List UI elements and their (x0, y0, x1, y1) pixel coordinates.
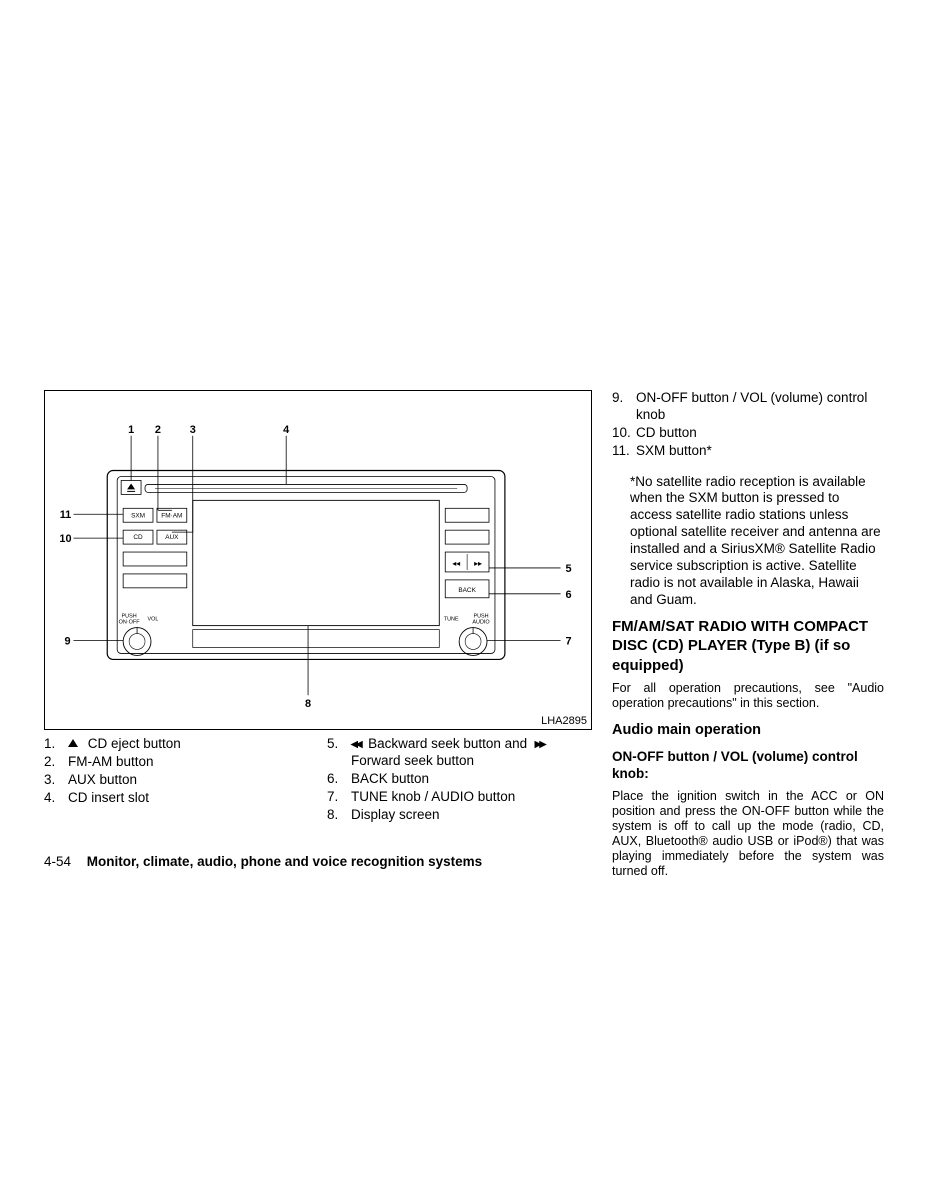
svg-text:◂◂: ◂◂ (452, 559, 460, 568)
page-number: 4-54 (44, 854, 71, 869)
svg-text:8: 8 (305, 698, 311, 710)
subheading: Audio main operation (612, 721, 884, 739)
seek-fwd-icon: ▸▸ (535, 736, 545, 751)
callout-num: 1. (44, 736, 68, 753)
svg-text:10: 10 (59, 533, 71, 545)
svg-text:1: 1 (128, 424, 134, 436)
cd-label: CD (133, 534, 143, 541)
footer-title: Monitor, climate, audio, phone and voice… (87, 854, 482, 869)
seek-back-icon: ◂◂ (351, 736, 361, 751)
diagram-id: LHA2895 (541, 715, 587, 727)
right-column: 9.ON-OFF button / VOL (volume) control k… (612, 390, 884, 879)
svg-text:3: 3 (190, 424, 196, 436)
section-heading: FM/AM/SAT RADIO WITH COMPACT DISC (CD) P… (612, 617, 884, 676)
svg-text:5: 5 (565, 563, 571, 575)
page-footer: 4-54 Monitor, climate, audio, phone and … (44, 854, 482, 869)
callout-col-1: 1. CD eject button 2.FM-AM button 3.AUX … (44, 736, 309, 824)
eject-icon (68, 739, 78, 747)
fmam-label: FM·AM (161, 512, 182, 519)
svg-text:▸▸: ▸▸ (474, 559, 482, 568)
svg-text:4: 4 (283, 424, 290, 436)
body-paragraph: Place the ignition switch in the ACC or … (612, 789, 884, 879)
svg-text:TUNE: TUNE (444, 617, 459, 623)
svg-text:6: 6 (565, 589, 571, 601)
callout-lists: 1. CD eject button 2.FM-AM button 3.AUX … (44, 736, 592, 824)
precaution-text: For all operation precautions, see "Audi… (612, 681, 884, 711)
callout-col-2: 5. ◂◂ Backward seek button and ▸▸ Forwar… (327, 736, 592, 824)
bold-subheading: ON-OFF button / VOL (volume) control kno… (612, 749, 884, 783)
radio-diagram: SXM FM·AM CD AUX (44, 390, 592, 730)
back-label: BACK (458, 587, 476, 594)
svg-text:2: 2 (155, 424, 161, 436)
footnote: *No satellite radio reception is availab… (630, 474, 884, 609)
svg-text:7: 7 (565, 636, 571, 648)
callout-text: CD eject button (68, 736, 309, 753)
diagram-svg: SXM FM·AM CD AUX (45, 391, 591, 729)
left-column: SXM FM·AM CD AUX (44, 390, 592, 879)
svg-text:9: 9 (64, 636, 70, 648)
svg-text:VOL: VOL (148, 617, 159, 623)
svg-text:ON·OFF: ON·OFF (119, 620, 141, 626)
sxm-label: SXM (131, 512, 145, 519)
aux-label: AUX (165, 534, 179, 541)
content-row: SXM FM·AM CD AUX (44, 390, 884, 879)
svg-text:AUDIO: AUDIO (472, 620, 489, 626)
manual-page: SXM FM·AM CD AUX (44, 390, 884, 879)
svg-text:11: 11 (60, 509, 72, 521)
